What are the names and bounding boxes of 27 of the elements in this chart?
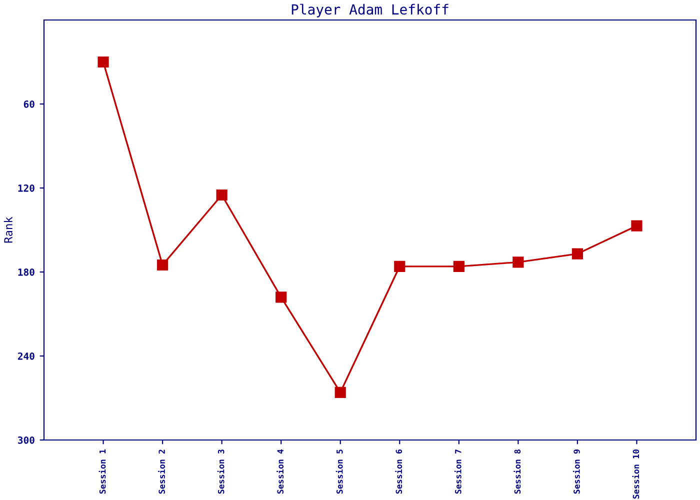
y-axis-title: Rank	[4, 216, 12, 243]
point	[453, 260, 464, 272]
y-tick-label: 120	[18, 184, 34, 192]
chart-title: Player Adam Lefkoff	[292, 4, 448, 18]
y-tick-label: 60	[24, 100, 34, 108]
y-tick-label: 180	[18, 268, 34, 276]
x-tick-label: Session 7	[454, 450, 462, 494]
x-tick-label: Session 10	[632, 450, 640, 499]
point	[512, 256, 524, 268]
point	[394, 260, 406, 272]
point	[631, 220, 642, 232]
x-tick-label: Session 8	[514, 450, 521, 494]
y-tick-label: 300	[18, 436, 34, 444]
point	[572, 248, 584, 260]
x-tick-label: Session 9	[572, 450, 580, 494]
x-tick-label: Session 2	[158, 450, 165, 494]
point	[98, 56, 109, 68]
point	[216, 189, 228, 201]
x-tick-label: Session 5	[336, 450, 343, 494]
x-tick-label: Session 1	[98, 449, 106, 494]
x-tick-label: Session 3	[217, 450, 224, 494]
y-tick-label: 240	[18, 352, 34, 360]
point	[276, 292, 287, 303]
x-tick-label: Session 6	[395, 449, 402, 494]
point	[156, 259, 168, 271]
point	[334, 386, 346, 398]
x-tick-label: Session 4	[276, 449, 284, 494]
